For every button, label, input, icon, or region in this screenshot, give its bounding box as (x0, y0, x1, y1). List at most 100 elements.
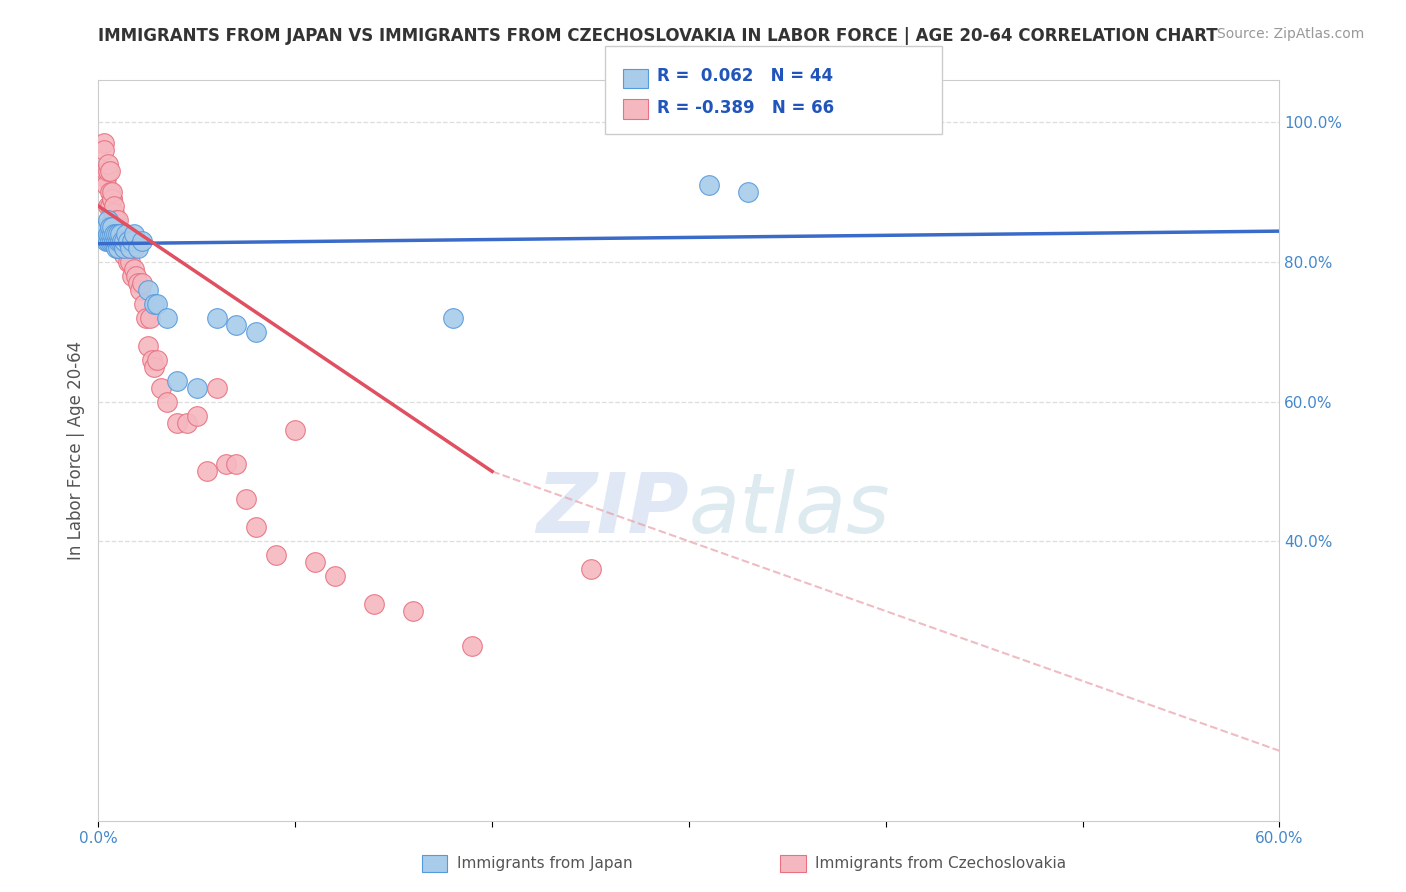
Point (93, 136, 115, 150)
Point (363, 597, 385, 611)
Point (579, 562, 602, 576)
Point (98, 234, 121, 248)
Point (118, 241, 141, 255)
Point (101, 192, 124, 206)
Point (131, 234, 153, 248)
Point (97, 234, 120, 248)
Point (697, 178, 720, 192)
Point (97, 199, 120, 213)
Point (101, 192, 124, 206)
Point (112, 241, 135, 255)
Point (304, 555, 326, 569)
Point (136, 339, 159, 353)
Point (103, 234, 125, 248)
Point (131, 276, 153, 290)
Point (103, 206, 125, 220)
Point (121, 268, 143, 283)
Text: Immigrants from Japan: Immigrants from Japan (457, 856, 633, 871)
Point (101, 219, 124, 234)
Point (142, 359, 165, 374)
Point (105, 234, 128, 248)
Point (121, 234, 143, 248)
Point (127, 276, 149, 290)
Point (111, 241, 134, 255)
Point (205, 381, 228, 395)
Point (103, 199, 125, 213)
Point (115, 241, 138, 255)
Point (115, 234, 138, 248)
Point (101, 185, 124, 199)
Point (98, 219, 121, 234)
Point (97, 213, 120, 227)
Point (105, 213, 128, 227)
Point (195, 464, 218, 478)
Point (205, 310, 228, 325)
Point (111, 227, 134, 241)
Point (132, 297, 155, 311)
Point (323, 569, 346, 583)
Point (97, 157, 120, 171)
Text: Source: ZipAtlas.com: Source: ZipAtlas.com (1216, 27, 1364, 41)
Point (108, 227, 131, 241)
Point (215, 458, 238, 472)
Point (117, 234, 139, 248)
Point (101, 227, 124, 241)
Point (105, 241, 128, 255)
Point (245, 325, 267, 339)
Point (96, 164, 118, 178)
Point (225, 318, 247, 332)
Point (146, 297, 169, 311)
Point (91, 227, 114, 241)
Point (118, 255, 141, 269)
Point (112, 248, 135, 262)
Point (125, 268, 148, 283)
Point (122, 261, 145, 276)
Point (142, 297, 165, 311)
Point (96, 171, 118, 186)
Point (112, 234, 135, 248)
Point (176, 416, 198, 430)
Point (108, 234, 131, 248)
Text: ZIP: ZIP (536, 469, 689, 550)
Text: IMMIGRANTS FROM JAPAN VS IMMIGRANTS FROM CZECHOSLOVAKIA IN LABOR FORCE | AGE 20-: IMMIGRANTS FROM JAPAN VS IMMIGRANTS FROM… (98, 27, 1218, 45)
Point (156, 394, 179, 409)
Point (96, 178, 118, 192)
Point (122, 241, 145, 255)
Point (737, 185, 759, 199)
Text: R = -0.389   N = 66: R = -0.389 N = 66 (657, 99, 834, 117)
Point (122, 227, 145, 241)
Point (117, 255, 139, 269)
Point (107, 213, 129, 227)
Text: R =  0.062   N = 44: R = 0.062 N = 44 (657, 67, 832, 85)
Point (108, 227, 131, 241)
Point (105, 227, 128, 241)
Point (115, 227, 138, 241)
Point (117, 241, 139, 255)
Point (107, 234, 129, 248)
Point (186, 409, 208, 423)
Point (107, 227, 129, 241)
Text: atlas: atlas (689, 469, 890, 550)
Point (402, 604, 425, 618)
Point (98, 164, 121, 178)
Point (97, 227, 120, 241)
Point (245, 520, 267, 534)
Point (166, 374, 188, 388)
Point (186, 381, 208, 395)
Point (107, 241, 129, 255)
Point (141, 352, 163, 367)
Point (136, 283, 159, 297)
Point (150, 381, 173, 395)
Text: Immigrants from Czechoslovakia: Immigrants from Czechoslovakia (815, 856, 1067, 871)
Point (98, 199, 121, 213)
Point (107, 219, 129, 234)
Point (127, 241, 149, 255)
Point (101, 213, 124, 227)
Point (111, 234, 134, 248)
Point (103, 219, 125, 234)
Point (93, 227, 115, 241)
Point (93, 143, 115, 157)
Point (225, 458, 247, 472)
Point (98, 185, 121, 199)
Point (146, 352, 169, 367)
